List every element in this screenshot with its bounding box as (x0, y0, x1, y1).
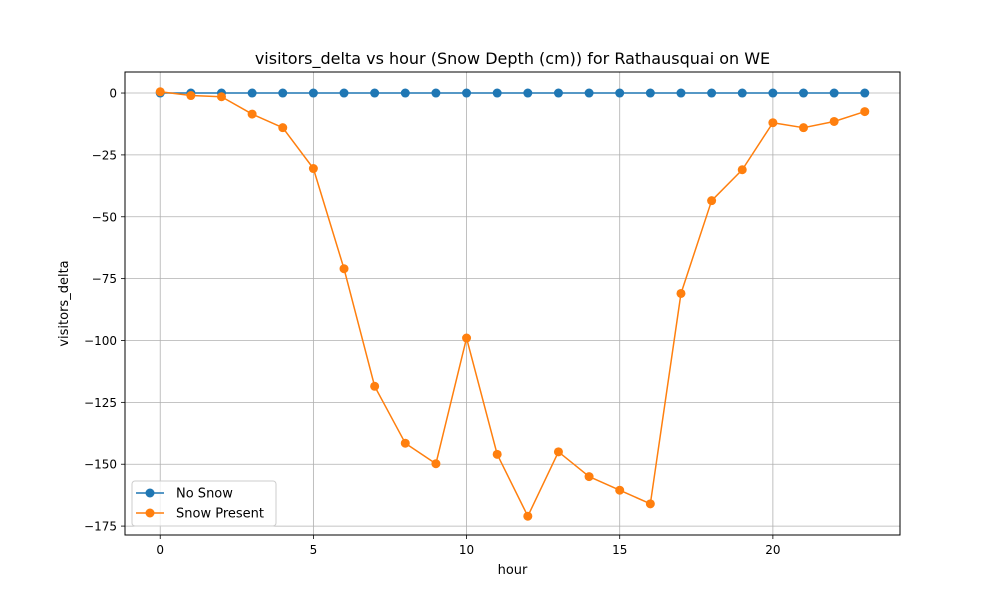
data-point-snow-present (523, 511, 533, 521)
data-point-snow-present (216, 92, 226, 102)
data-point-no-snow (799, 88, 809, 98)
data-point-snow-present (553, 447, 563, 457)
data-point-snow-present (799, 123, 809, 133)
legend-marker (145, 508, 155, 518)
legend-box (131, 480, 277, 527)
data-point-snow-present (400, 438, 410, 448)
grid (125, 72, 900, 535)
data-point-no-snow (278, 88, 288, 98)
chart-title: visitors_delta vs hour (Snow Depth (cm))… (255, 49, 770, 69)
x-tick-label: 5 (310, 543, 318, 557)
data-point-no-snow (829, 88, 839, 98)
series-line-snow-present (160, 91, 866, 517)
data-point-snow-present (431, 459, 441, 469)
data-point-no-snow (737, 88, 747, 98)
series-no-snow (155, 88, 870, 98)
data-point-no-snow (553, 88, 563, 98)
data-point-snow-present (829, 116, 839, 126)
y-tick-label: −25 (92, 148, 117, 162)
y-tick-label: −75 (92, 272, 117, 286)
series-layer (155, 87, 870, 521)
x-tick-label: 15 (612, 543, 627, 557)
y-tick-label: −100 (84, 334, 117, 348)
data-point-snow-present (615, 485, 625, 495)
data-point-no-snow (339, 88, 349, 98)
data-point-no-snow (431, 88, 441, 98)
data-point-no-snow (707, 88, 717, 98)
data-point-no-snow (615, 88, 625, 98)
data-point-no-snow (308, 88, 318, 98)
data-point-snow-present (707, 196, 717, 206)
data-point-snow-present (278, 123, 288, 133)
data-point-snow-present (645, 499, 655, 509)
legend-label: Snow Present (176, 507, 264, 522)
data-point-snow-present (737, 165, 747, 175)
data-point-no-snow (400, 88, 410, 98)
y-axis-label: visitors_delta (57, 260, 72, 346)
data-point-no-snow (768, 88, 778, 98)
x-tick-label: 20 (765, 543, 780, 557)
data-point-snow-present (492, 449, 502, 459)
data-point-snow-present (860, 107, 870, 117)
data-point-snow-present (186, 91, 196, 101)
data-point-no-snow (676, 88, 686, 98)
legend-entry-snow-present: Snow Present (136, 507, 264, 522)
data-point-no-snow (462, 88, 472, 98)
legend-label: No Snow (176, 487, 233, 502)
data-point-snow-present (584, 472, 594, 482)
plot-frame (124, 71, 901, 536)
data-point-snow-present (676, 288, 686, 298)
series-snow-present (155, 87, 870, 521)
axis-ticks: 0 5 10 15 20 0 −25 −50 −75 −100 −125 −150 −175 (84, 87, 780, 557)
data-point-snow-present (370, 381, 380, 391)
x-axis-label: hour (498, 563, 528, 578)
data-point-snow-present (155, 87, 165, 97)
legend-entries: No Snow Snow Present (136, 487, 264, 522)
data-point-snow-present (339, 264, 349, 274)
y-tick-label: −125 (84, 396, 117, 410)
data-point-no-snow (492, 88, 502, 98)
data-point-no-snow (584, 88, 594, 98)
y-tick-label: 0 (109, 87, 117, 101)
legend-entry-no-snow: No Snow (136, 487, 233, 502)
data-point-no-snow (645, 88, 655, 98)
data-point-no-snow (247, 88, 257, 98)
data-point-snow-present (308, 164, 318, 174)
x-tick-label: 0 (156, 543, 164, 557)
legend-marker (145, 488, 155, 498)
data-point-snow-present (247, 109, 257, 119)
data-point-snow-present (462, 333, 472, 343)
y-tick-label: −150 (84, 458, 117, 472)
y-tick-label: −175 (84, 520, 117, 534)
y-tick-label: −50 (92, 210, 117, 224)
data-point-snow-present (768, 118, 778, 128)
x-tick-label: 10 (459, 543, 474, 557)
data-point-no-snow (860, 88, 870, 98)
legend: No Snow Snow Present (131, 480, 277, 527)
data-point-no-snow (370, 88, 380, 98)
data-point-no-snow (523, 88, 533, 98)
